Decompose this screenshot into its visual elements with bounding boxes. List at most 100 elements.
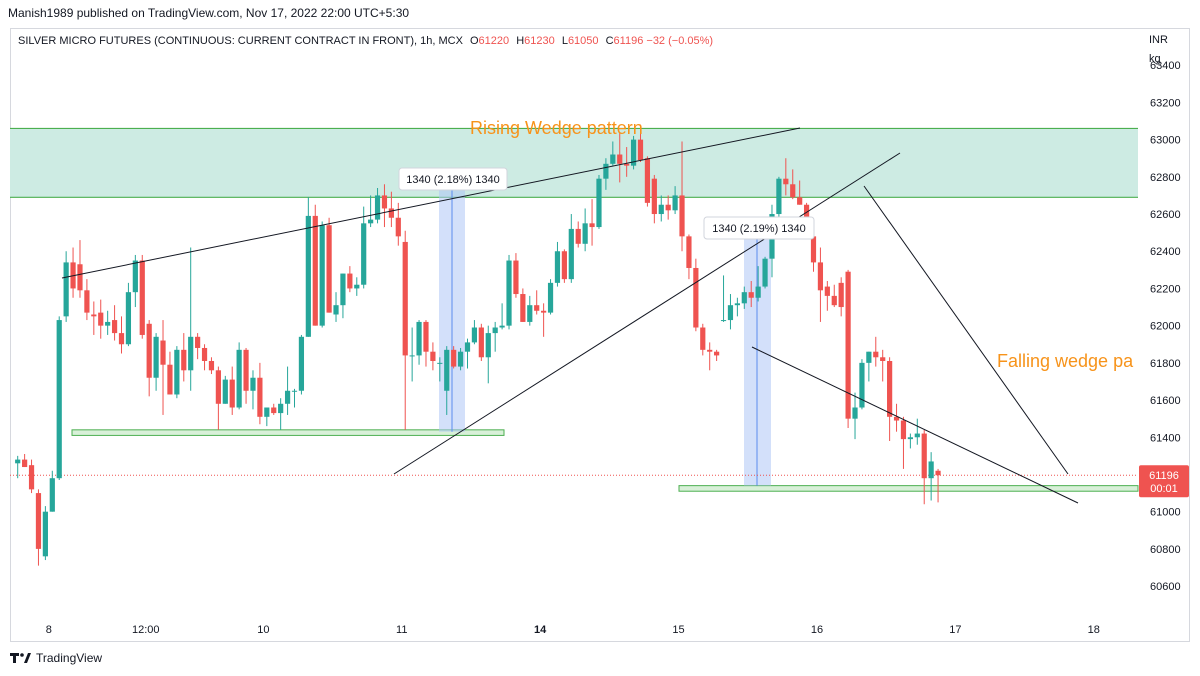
- candle-bullish: [603, 163, 609, 179]
- x-tick-label: 11: [396, 624, 407, 636]
- y-tick-label: 61800: [1150, 358, 1181, 370]
- y-tick-label: 61600: [1150, 395, 1181, 407]
- candle-bullish: [720, 320, 727, 322]
- candle-bullish: [852, 407, 858, 419]
- candle-bearish: [347, 273, 353, 289]
- candle-bearish: [624, 163, 630, 166]
- candle-bullish: [222, 379, 228, 404]
- candle-bearish: [824, 286, 830, 296]
- candle-bearish: [423, 321, 429, 352]
- candle-bearish: [644, 158, 651, 203]
- candle-bearish: [887, 360, 893, 417]
- support-box-1: [71, 429, 505, 436]
- falling-wedge-label: Falling wedge pa: [997, 351, 1134, 371]
- y-tick-label: 60600: [1150, 581, 1181, 593]
- candle-bearish: [451, 349, 457, 367]
- candle-bullish: [333, 305, 339, 315]
- y-tick-label: 62200: [1150, 283, 1181, 295]
- candle-bullish: [658, 204, 664, 215]
- candle-bearish: [195, 336, 201, 348]
- candle-bullish: [464, 342, 471, 352]
- candle-bullish: [437, 362, 443, 364]
- candle-bearish: [77, 264, 83, 291]
- candle-bullish: [914, 433, 920, 438]
- candle-bearish: [118, 333, 125, 345]
- candle-bearish: [534, 305, 540, 311]
- y-tick-label: 62000: [1150, 321, 1181, 333]
- candle-bullish: [153, 336, 159, 378]
- rising-wedge-upper-trendline: [61, 127, 801, 279]
- chart-panel: [10, 28, 1190, 642]
- candle-bullish: [264, 407, 270, 417]
- candle-bearish: [243, 349, 249, 391]
- candle-bullish: [907, 437, 913, 440]
- candle-bullish: [298, 336, 305, 391]
- candle-bearish: [707, 349, 713, 352]
- candle-bullish: [291, 390, 298, 392]
- candle-bearish: [803, 204, 810, 228]
- candle-bearish: [900, 420, 907, 440]
- candle-bearish: [84, 290, 90, 313]
- candle-bullish: [457, 351, 464, 367]
- candle-bullish: [132, 260, 138, 293]
- candle-bearish: [430, 351, 436, 361]
- candle-bearish: [748, 292, 754, 298]
- candle-bearish: [700, 327, 706, 350]
- rising-wedge-lower-trendline: [393, 152, 901, 475]
- x-tick-label: 17: [949, 624, 961, 636]
- candle-bearish: [817, 262, 824, 291]
- candle-bullish: [492, 327, 498, 334]
- candle-bearish: [561, 251, 567, 280]
- candle-bearish: [160, 340, 166, 365]
- high-label: H: [516, 35, 525, 47]
- y-tick-label: 60800: [1150, 544, 1181, 556]
- candle-bearish: [229, 379, 235, 408]
- x-tick-label: 16: [811, 624, 823, 636]
- footer-brand[interactable]: TradingView: [10, 651, 102, 665]
- candle-bullish: [630, 139, 637, 166]
- candle-bullish: [374, 195, 381, 220]
- candle-bearish: [520, 294, 526, 322]
- measure-label-1: 1340 (2.18%) 1340: [406, 174, 500, 186]
- y-tick-label: 63000: [1150, 135, 1181, 147]
- symbol-name: SILVER MICRO FUTURES (CONTINUOUS: CURREN…: [18, 35, 463, 47]
- candle-bearish: [686, 236, 692, 268]
- candle-bullish: [672, 195, 678, 211]
- candle-bullish: [582, 223, 588, 244]
- candle-bearish: [91, 314, 97, 317]
- candle-bearish: [831, 295, 837, 306]
- candle-bullish: [174, 349, 180, 395]
- candle-bearish: [208, 360, 215, 371]
- candle-bullish: [859, 362, 865, 408]
- low-label: L: [561, 35, 568, 47]
- candle-bearish: [935, 470, 941, 476]
- candle-bullish: [741, 292, 747, 304]
- candle-bearish: [880, 357, 886, 361]
- candle-bearish: [381, 195, 388, 209]
- candle-bullish: [409, 355, 415, 357]
- candle-bullish: [278, 403, 284, 414]
- candle-bullish: [15, 459, 21, 464]
- candle-bullish: [734, 303, 740, 306]
- y-tick-label: 63200: [1150, 97, 1181, 109]
- candle-bearish: [215, 370, 221, 404]
- candle-bullish: [596, 178, 602, 228]
- candle-bearish: [28, 465, 35, 490]
- candle-bearish: [679, 195, 685, 237]
- candle-bearish: [35, 493, 42, 549]
- candle-bullish: [188, 336, 194, 371]
- candle-bearish: [921, 433, 927, 479]
- open-label: O: [469, 35, 479, 47]
- y-tick-label: 62400: [1150, 246, 1181, 258]
- x-tick-label: 18: [1088, 624, 1100, 636]
- falling-wedge-lower-trendline: [751, 346, 1079, 504]
- rising-wedge-label: Rising Wedge pattern: [470, 118, 643, 138]
- candle-bullish: [755, 286, 761, 298]
- candle-bearish: [790, 184, 796, 198]
- y-tick-label: 61400: [1150, 432, 1181, 444]
- current-price-tag: [1139, 465, 1189, 498]
- x-tick-label: 10: [257, 624, 269, 636]
- currency-unit: INR: [1149, 34, 1168, 46]
- candle-bearish: [589, 223, 595, 228]
